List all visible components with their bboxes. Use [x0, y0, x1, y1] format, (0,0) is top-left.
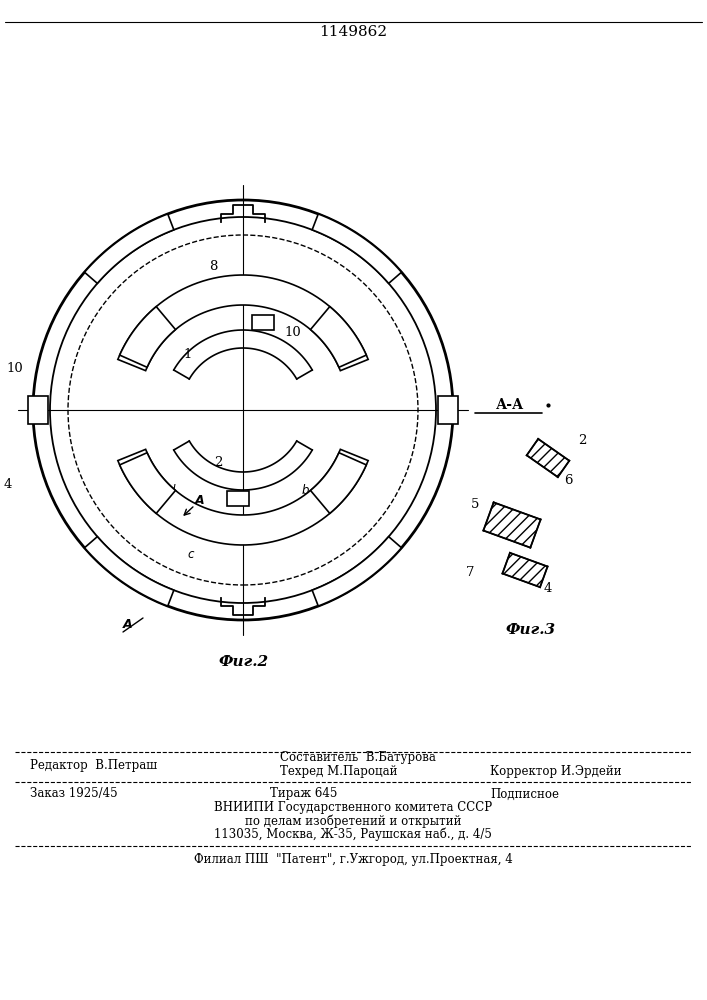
Text: Заказ 1925/45: Заказ 1925/45: [30, 788, 117, 800]
Text: ВНИИПИ Государственного комитета СССР: ВНИИПИ Государственного комитета СССР: [214, 802, 492, 814]
Text: Составитель  В.Батурова: Составитель В.Батурова: [280, 750, 436, 764]
Text: 5: 5: [471, 498, 479, 512]
Polygon shape: [118, 449, 368, 545]
Text: по делам изобретений и открытий: по делам изобретений и открытий: [245, 814, 461, 828]
Polygon shape: [118, 275, 368, 371]
Text: Филиал ПШ  "Патент", г.Ужгород, ул.Проектная, 4: Филиал ПШ "Патент", г.Ужгород, ул.Проект…: [194, 852, 513, 865]
Polygon shape: [119, 453, 175, 513]
Text: a: a: [241, 512, 249, 524]
Text: 10: 10: [285, 326, 301, 338]
Text: b: b: [301, 484, 309, 496]
Ellipse shape: [33, 200, 453, 620]
Text: А-А: А-А: [496, 398, 524, 412]
Text: 7: 7: [466, 566, 474, 578]
Text: Тираж 645: Тираж 645: [270, 788, 337, 800]
Polygon shape: [28, 396, 48, 424]
Text: Фиг.2: Фиг.2: [218, 655, 268, 669]
Text: Техред М.Пароцай: Техред М.Пароцай: [280, 764, 397, 778]
Polygon shape: [312, 214, 402, 283]
Text: 6: 6: [563, 474, 572, 487]
Text: 2: 2: [214, 456, 222, 468]
Polygon shape: [119, 307, 175, 367]
Text: Редактор  В.Петраш: Редактор В.Петраш: [30, 758, 157, 772]
Polygon shape: [85, 537, 174, 606]
Polygon shape: [227, 490, 249, 506]
Text: c: c: [188, 548, 194, 562]
Polygon shape: [438, 396, 458, 424]
Text: Корректор И.Эрдейи: Корректор И.Эрдейи: [490, 764, 621, 778]
Text: Фиг.3: Фиг.3: [505, 623, 555, 637]
Text: d: d: [168, 484, 175, 496]
Text: Подписное: Подписное: [490, 788, 559, 800]
Text: 3: 3: [334, 493, 342, 506]
Text: A: A: [195, 494, 205, 508]
Text: 113035, Москва, Ж-35, Раушская наб., д. 4/5: 113035, Москва, Ж-35, Раушская наб., д. …: [214, 827, 492, 841]
Text: 4: 4: [544, 582, 552, 594]
Polygon shape: [484, 502, 541, 548]
Text: 5: 5: [191, 286, 199, 298]
Ellipse shape: [50, 217, 436, 603]
Text: 10: 10: [6, 361, 23, 374]
Polygon shape: [85, 214, 174, 283]
Text: 4: 4: [4, 479, 12, 491]
Polygon shape: [252, 314, 274, 330]
Text: 8: 8: [209, 260, 217, 273]
Text: 2: 2: [578, 434, 586, 446]
Polygon shape: [503, 553, 547, 587]
Text: 1149862: 1149862: [319, 25, 387, 39]
Text: 1: 1: [184, 349, 192, 361]
Polygon shape: [310, 307, 366, 367]
Text: 9: 9: [148, 336, 157, 349]
Polygon shape: [527, 439, 569, 477]
Text: A: A: [123, 618, 133, 632]
Polygon shape: [310, 453, 366, 513]
Polygon shape: [312, 537, 402, 606]
